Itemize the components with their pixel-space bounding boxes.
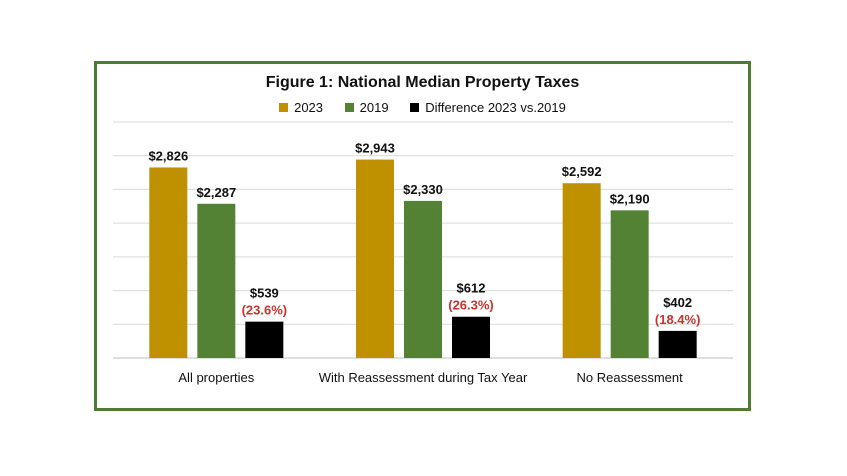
data-label: $2,287 bbox=[196, 185, 236, 200]
legend-entry-2023: 2023 bbox=[279, 100, 323, 115]
legend-entry-2019: 2019 bbox=[344, 100, 389, 115]
percent-label: (18.4%) bbox=[655, 312, 701, 327]
bar-2023 bbox=[562, 183, 601, 358]
bar-2023 bbox=[149, 167, 188, 358]
data-label: $539 bbox=[250, 286, 279, 301]
data-label: $402 bbox=[663, 295, 692, 310]
data-label: $2,943 bbox=[355, 141, 395, 156]
legend-swatch-2019 bbox=[344, 103, 354, 112]
legend-swatch-2023 bbox=[279, 103, 289, 112]
chart-title: Figure 1: National Median Property Taxes bbox=[265, 74, 580, 91]
data-label: $612 bbox=[457, 281, 486, 296]
bar-2019 bbox=[404, 200, 442, 358]
bar-2019 bbox=[610, 210, 649, 358]
bar-difference bbox=[245, 321, 284, 358]
category-label: All properties bbox=[178, 370, 254, 385]
data-label: $2,592 bbox=[562, 164, 602, 179]
bar-2019 bbox=[197, 203, 236, 358]
bar-2023 bbox=[356, 159, 394, 358]
data-label: $2,330 bbox=[403, 182, 443, 197]
percent-label: (26.3%) bbox=[448, 298, 494, 313]
legend-label-2023: 2023 bbox=[294, 100, 324, 115]
percent-label: (23.6%) bbox=[242, 303, 288, 318]
legend-label-2019: 2019 bbox=[359, 100, 389, 115]
data-label: $2,190 bbox=[610, 191, 650, 206]
legend-label-difference: Difference 2023 vs.2019 bbox=[425, 100, 566, 115]
legend-entry-difference: Difference 2023 vs.2019 bbox=[410, 100, 566, 115]
bar-chart-plot: $2,826 $2,287 $539 (23.6%) All properties $2,… bbox=[113, 121, 733, 385]
category-label: With Reassessment during Tax Year bbox=[319, 370, 528, 385]
category-label: No Reassessment bbox=[577, 370, 684, 385]
bar-difference bbox=[658, 330, 697, 358]
chart-frame: Figure 1: National Median Property Taxes… bbox=[94, 61, 751, 411]
bar-difference bbox=[452, 316, 490, 358]
legend: 2023 2019 Difference 2023 vs.2019 bbox=[97, 100, 748, 115]
legend-swatch-difference bbox=[410, 103, 420, 112]
data-label: $2,826 bbox=[148, 148, 188, 163]
